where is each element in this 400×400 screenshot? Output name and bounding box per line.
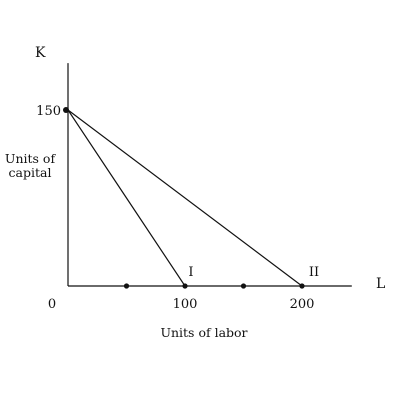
intercept-point bbox=[63, 107, 69, 113]
origin-label: 0 bbox=[48, 297, 56, 312]
x-tick-label: 200 bbox=[290, 297, 315, 312]
x-axis-title: Units of labor bbox=[160, 325, 247, 340]
x-axis-dot bbox=[299, 283, 305, 289]
series-ii-line bbox=[67, 109, 303, 287]
x-axis-letter: L bbox=[376, 276, 385, 292]
y-tick-label: 150 bbox=[36, 104, 61, 119]
y-axis-title: Units of capital bbox=[5, 151, 57, 180]
series-i-line bbox=[67, 109, 186, 287]
x-axis-dot bbox=[182, 283, 188, 289]
chart-labels: K L 0 Units of labor Units of capital I II… bbox=[5, 45, 385, 340]
y-axis-letter: K bbox=[35, 45, 46, 61]
series-ii-label: II bbox=[309, 265, 319, 280]
x-tick-label: 100 bbox=[173, 297, 198, 312]
x-axis-dot bbox=[123, 283, 130, 289]
x-axis-dot bbox=[240, 283, 247, 289]
series-lines bbox=[67, 109, 303, 287]
data-points bbox=[63, 107, 305, 289]
series-i-label: I bbox=[188, 265, 193, 280]
